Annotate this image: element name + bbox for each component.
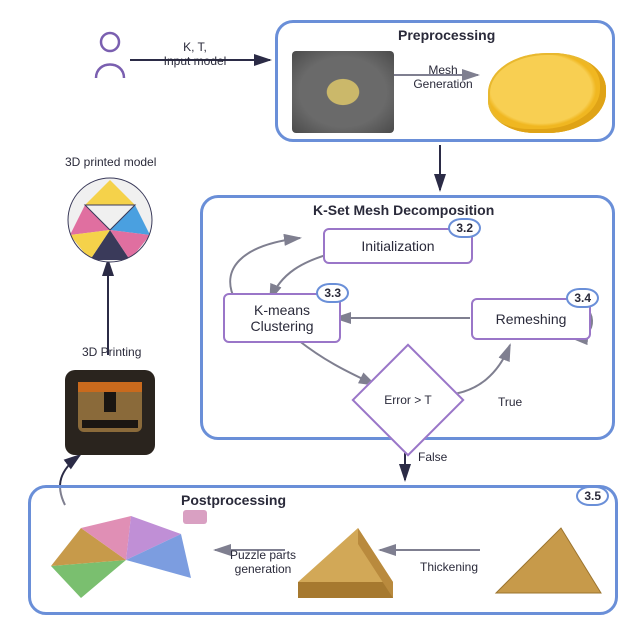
- initialization-label: Initialization: [361, 238, 434, 254]
- ref-postprocessing: 3.5: [576, 486, 609, 506]
- puzzle-gen-label: Puzzle parts generation: [223, 548, 303, 576]
- mesh-generation-label: Mesh Generation: [398, 63, 488, 91]
- decision-label: Error > T: [370, 393, 446, 407]
- box-initialization: Initialization 3.2: [323, 228, 473, 264]
- decomposition-title: K-Set Mesh Decomposition: [313, 202, 494, 218]
- puzzle-pieces-image: [41, 508, 216, 608]
- ref-kmeans: 3.3: [316, 283, 349, 303]
- ref-remeshing: 3.4: [566, 288, 599, 308]
- edge-true-label: True: [498, 395, 522, 409]
- stage-decomposition: K-Set Mesh Decomposition Initialization …: [200, 195, 615, 440]
- printer-image: [60, 360, 160, 460]
- postprocessing-title: Postprocessing: [181, 492, 286, 508]
- box-remeshing: Remeshing 3.4: [471, 298, 591, 340]
- edge-false-label: False: [418, 450, 447, 464]
- ref-initialization: 3.2: [448, 218, 481, 238]
- decision-error: Error > T: [351, 343, 464, 456]
- stage-postprocessing: Postprocessing 3.5 Thickening Puzzle par…: [28, 485, 618, 615]
- printed-sphere-image: [65, 175, 155, 265]
- stage-preprocessing: Preprocessing Mesh Generation: [275, 20, 615, 142]
- printed-model-label: 3D printed model: [65, 155, 156, 169]
- box-kmeans: K-means Clustering 3.3: [223, 293, 341, 343]
- thickening-label: Thickening: [409, 560, 489, 574]
- kmeans-label: K-means Clustering: [250, 302, 313, 334]
- printing-label: 3D Printing: [82, 345, 141, 359]
- mesh-image: [488, 53, 606, 133]
- remeshing-label: Remeshing: [496, 311, 567, 327]
- input-params-label: K, T, Input model: [150, 40, 240, 68]
- flat-piece-image: [491, 523, 606, 603]
- thick-piece-image: [293, 520, 403, 606]
- preprocessing-title: Preprocessing: [398, 27, 495, 43]
- microscopy-image: [292, 51, 394, 133]
- user-icon: [92, 30, 128, 80]
